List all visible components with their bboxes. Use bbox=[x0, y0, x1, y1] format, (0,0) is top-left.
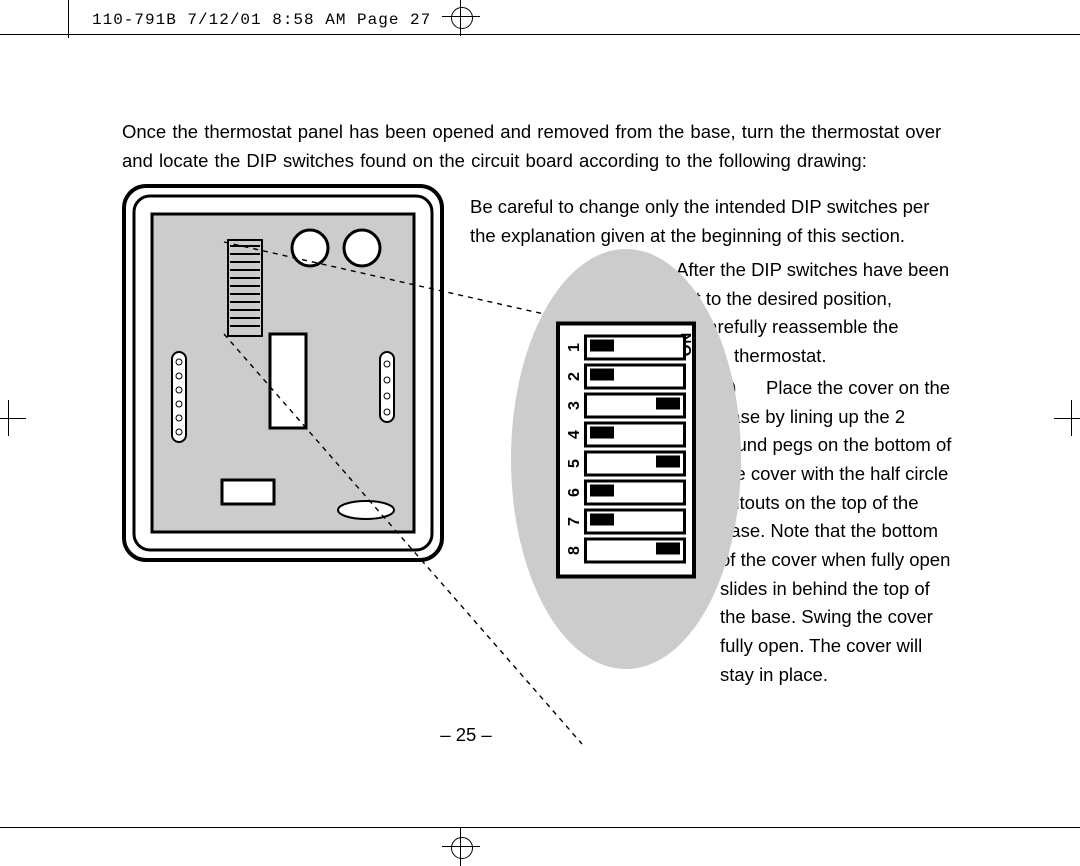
dip-number: 4 bbox=[566, 426, 584, 444]
dip-slot bbox=[584, 509, 686, 535]
dip-slider bbox=[656, 543, 680, 555]
dip-slot bbox=[584, 364, 686, 390]
caution-paragraph: Be careful to change only the intended D… bbox=[470, 193, 950, 250]
dip-slot bbox=[584, 451, 686, 477]
dip-slider bbox=[656, 398, 680, 410]
dip-switch-3: 3 bbox=[566, 393, 686, 419]
dip-switch-8: 8 bbox=[566, 538, 686, 564]
dip-slot bbox=[584, 480, 686, 506]
dip-switch-detail: ON 12345678 bbox=[476, 244, 776, 674]
dip-slider bbox=[656, 456, 680, 468]
print-header: 110-791B 7/12/01 8:58 AM Page 27 bbox=[92, 11, 431, 29]
dip-number: 3 bbox=[566, 397, 584, 415]
dip-slot bbox=[584, 422, 686, 448]
dip-switch-5: 5 bbox=[566, 451, 686, 477]
dip-slot bbox=[584, 393, 686, 419]
dip-number: 1 bbox=[566, 339, 584, 357]
dip-number: 5 bbox=[566, 455, 584, 473]
dip-slider bbox=[590, 340, 614, 352]
dip-slot bbox=[584, 335, 686, 361]
page-content: Once the thermostat panel has been opene… bbox=[122, 118, 950, 175]
dip-number: 8 bbox=[566, 542, 584, 560]
dip-switch-4: 4 bbox=[566, 422, 686, 448]
dip-slider bbox=[590, 427, 614, 439]
page-number: – 25 – bbox=[52, 724, 880, 746]
dip-switch-2: 2 bbox=[566, 364, 686, 390]
dip-slider bbox=[590, 485, 614, 497]
dip-slot bbox=[584, 538, 686, 564]
dip-switch-1: 1 bbox=[566, 335, 686, 361]
dip-number: 2 bbox=[566, 368, 584, 386]
dip-number: 6 bbox=[566, 484, 584, 502]
dip-switch-7: 7 bbox=[566, 509, 686, 535]
dip-slider bbox=[590, 369, 614, 381]
thermostat-back-diagram bbox=[122, 184, 444, 562]
dip-block: ON 12345678 bbox=[556, 322, 696, 579]
dip-slider bbox=[590, 514, 614, 526]
dip-number: 7 bbox=[566, 513, 584, 531]
dip-switch-6: 6 bbox=[566, 480, 686, 506]
intro-paragraph: Once the thermostat panel has been opene… bbox=[122, 118, 950, 175]
